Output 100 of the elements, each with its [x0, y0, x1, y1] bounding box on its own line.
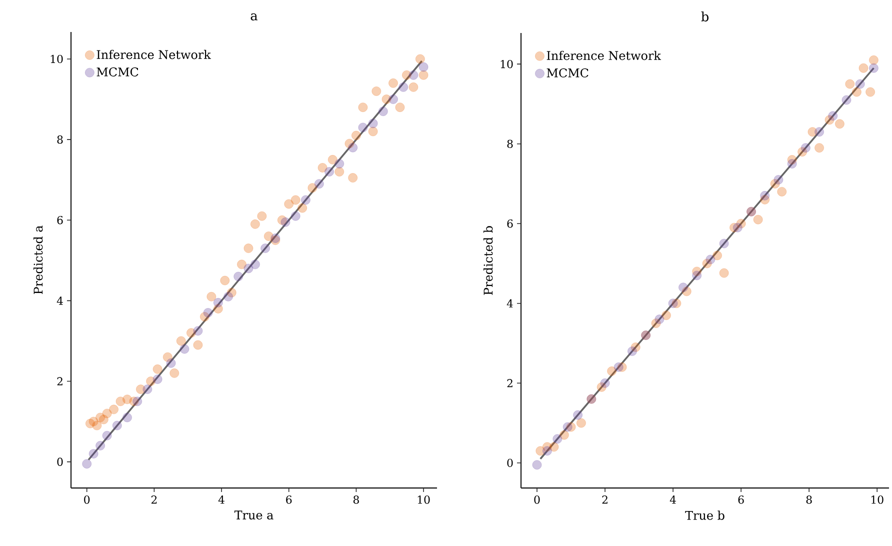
point: [250, 219, 260, 229]
point: [244, 264, 254, 274]
point: [166, 358, 176, 368]
point: [314, 179, 324, 189]
y-tick-label: 4: [56, 296, 63, 305]
y-tick-label: 6: [507, 219, 513, 228]
point: [834, 119, 844, 129]
point: [777, 186, 787, 196]
point: [869, 63, 878, 73]
y-tick-label: 0: [507, 458, 513, 468]
point: [760, 190, 770, 200]
point: [152, 374, 162, 384]
point: [869, 55, 878, 65]
y-tick-label: 2: [507, 379, 512, 388]
point: [102, 430, 112, 440]
y-tick-label: 0: [57, 458, 63, 466]
point: [712, 250, 722, 260]
point: [814, 127, 824, 137]
point: [102, 408, 112, 418]
point: [193, 326, 203, 336]
point: [398, 82, 408, 92]
point: [418, 62, 428, 72]
point: [206, 292, 216, 302]
point: [662, 310, 671, 320]
point: [348, 142, 358, 152]
point: [260, 244, 270, 253]
point: [152, 364, 162, 374]
point: [732, 222, 742, 232]
x-tick-label: 10: [418, 496, 430, 504]
point: [122, 412, 132, 422]
point: [237, 260, 246, 270]
x-tick-label: 0: [534, 496, 540, 504]
point: [213, 298, 223, 308]
point: [334, 159, 344, 168]
point: [88, 449, 98, 458]
x-axis-title: True a: [234, 510, 274, 520]
point: [298, 203, 308, 213]
x-tick-label: 8: [353, 496, 359, 504]
point: [324, 167, 334, 176]
point: [352, 130, 361, 140]
x-tick-label: 6: [286, 496, 292, 504]
y-tick-label: 4: [506, 299, 513, 308]
y-tick-label: 10: [50, 54, 63, 64]
point: [257, 211, 267, 221]
point: [318, 163, 328, 172]
point: [112, 420, 122, 430]
point: [82, 459, 92, 469]
point: [300, 195, 310, 205]
point: [170, 368, 180, 378]
point: [542, 446, 552, 456]
point: [415, 54, 425, 64]
point: [193, 340, 203, 350]
point: [562, 422, 572, 432]
point: [92, 420, 102, 430]
point: [280, 217, 290, 227]
point: [753, 214, 763, 224]
point: [719, 238, 729, 248]
chart-title: b: [701, 11, 709, 22]
point: [250, 260, 260, 270]
x-tick-label: 2: [602, 496, 608, 504]
point: [787, 159, 797, 168]
point: [176, 336, 186, 346]
point: [654, 314, 664, 324]
legend-label: Inference Network: [96, 50, 211, 60]
point: [378, 106, 388, 116]
x-tick-label: 4: [218, 496, 224, 504]
point: [132, 396, 142, 406]
legend-label: Inference Network: [546, 50, 662, 60]
x-axis-title: True b: [685, 510, 724, 520]
y-tick-label: 8: [57, 135, 63, 144]
point: [800, 143, 810, 153]
point: [395, 102, 405, 112]
point: [549, 442, 559, 452]
point: [358, 102, 368, 112]
point: [358, 122, 368, 132]
legend-label: MCMC: [96, 67, 138, 76]
point: [814, 143, 824, 153]
point: [96, 440, 105, 450]
point: [719, 268, 729, 278]
y-tick-label: 6: [57, 216, 63, 224]
point: [668, 298, 678, 308]
point: [614, 362, 624, 372]
point: [203, 308, 213, 318]
y-axis-title: Predicted a: [33, 226, 43, 294]
y-tick-label: 8: [507, 140, 513, 148]
point: [224, 292, 233, 302]
point: [774, 175, 784, 184]
chart-title: a: [250, 13, 258, 20]
point: [607, 366, 617, 376]
x-tick-label: 10: [871, 496, 884, 504]
point: [284, 199, 294, 209]
point: [372, 86, 382, 96]
point: [290, 211, 300, 221]
point: [180, 344, 190, 354]
point: [552, 434, 562, 444]
point: [573, 410, 583, 420]
point: [692, 270, 702, 280]
y-axis-title: Predicted b: [483, 226, 493, 295]
point: [852, 87, 862, 97]
point: [244, 244, 254, 253]
